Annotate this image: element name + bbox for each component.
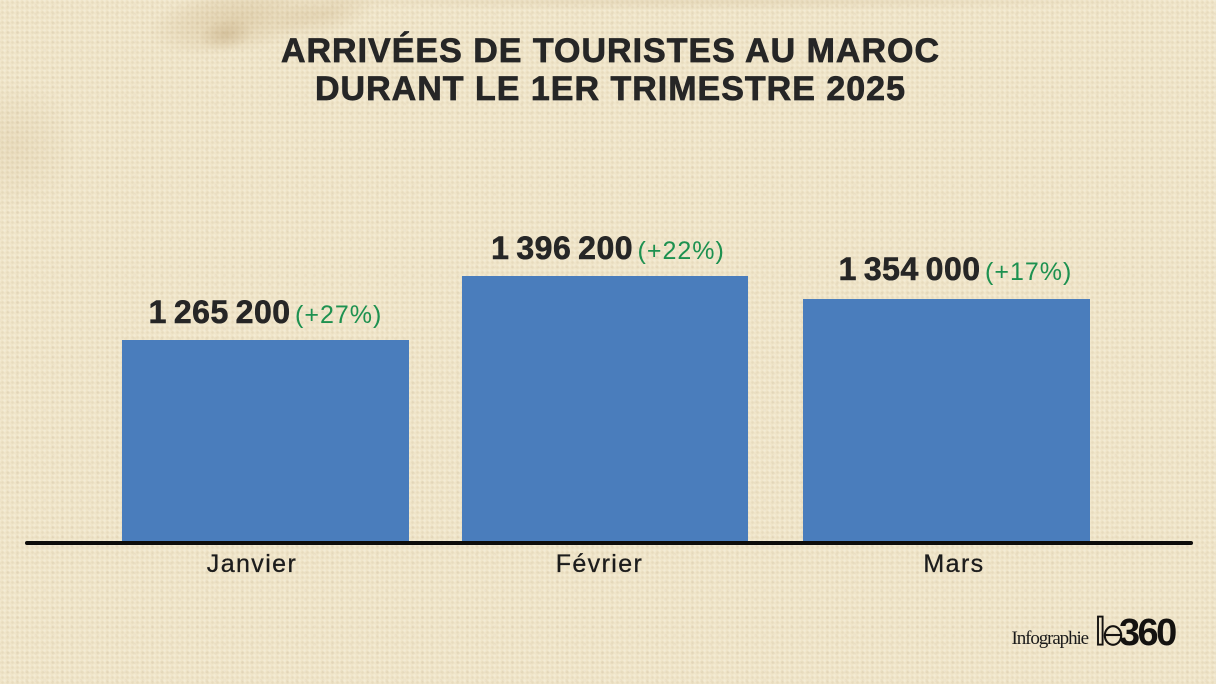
svg-text:360: 360 — [1119, 615, 1176, 649]
